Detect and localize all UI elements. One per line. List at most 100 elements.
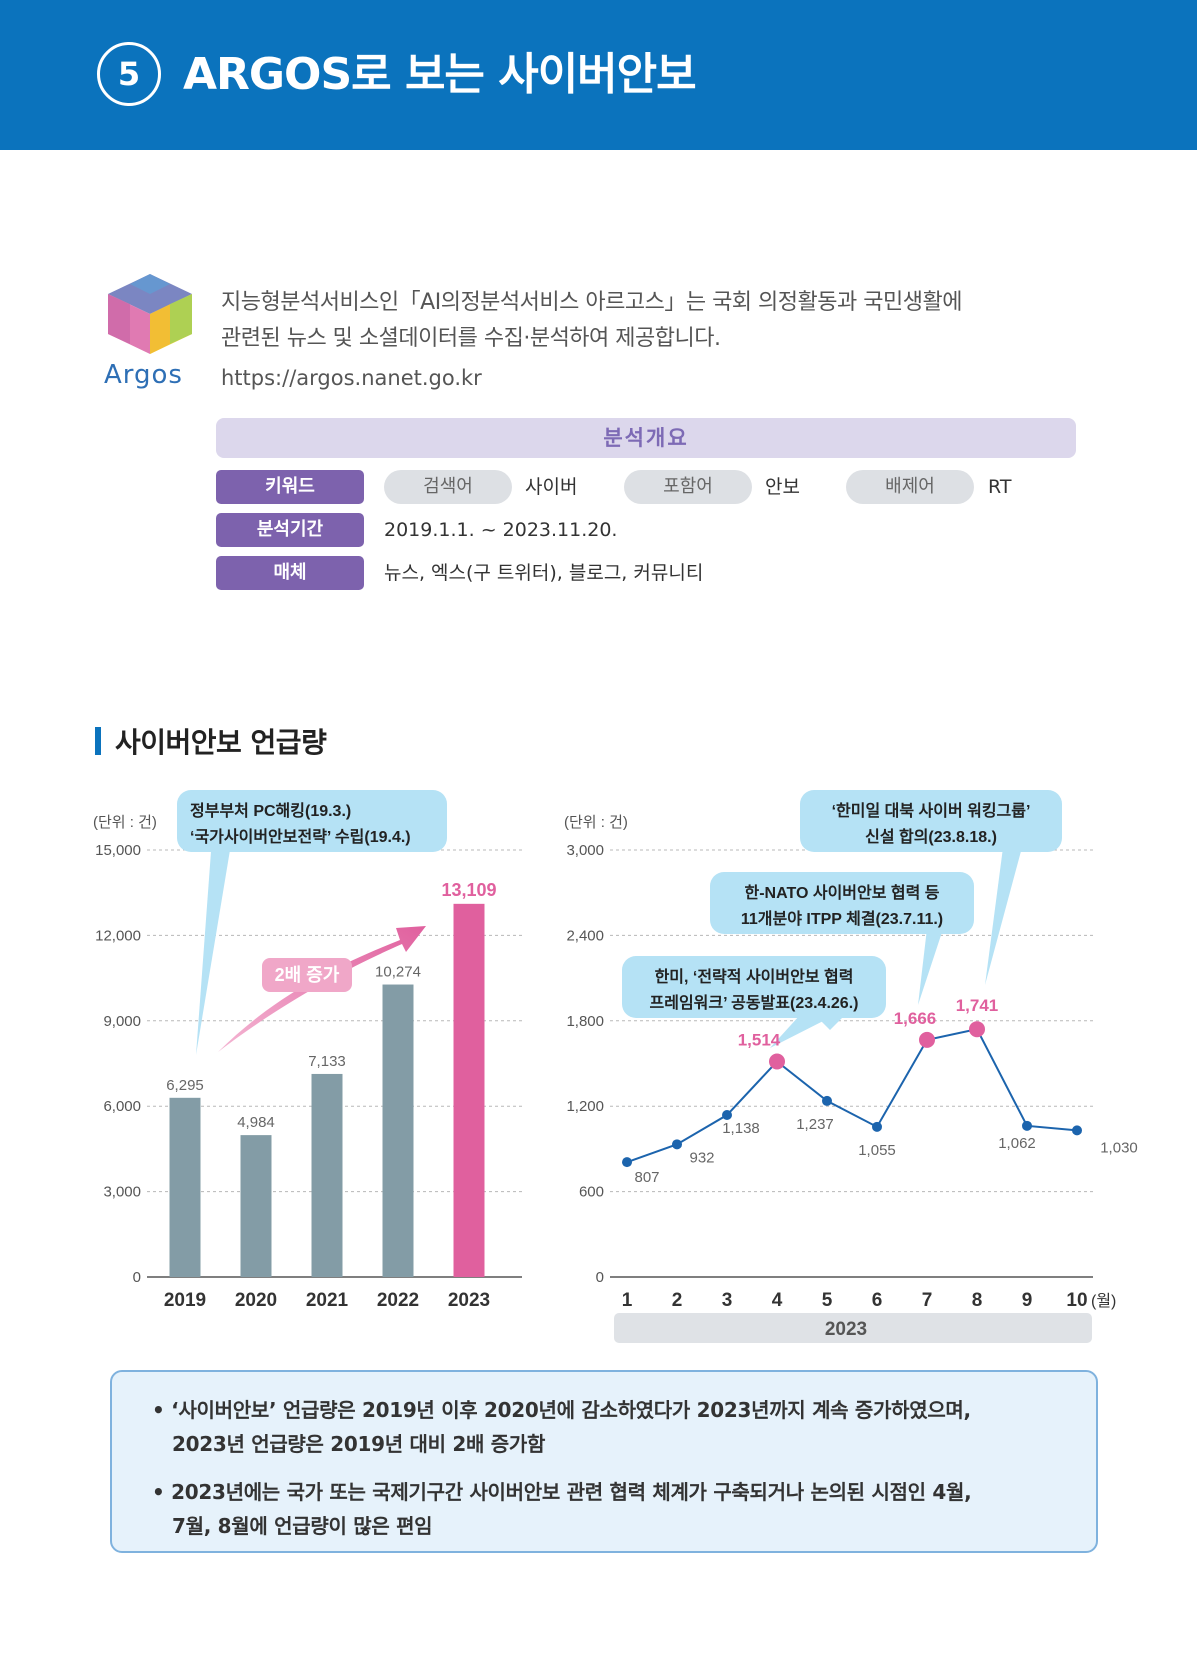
- line-y-tick-label: 2,400: [566, 927, 604, 944]
- bar-y-tick-label: 0: [133, 1269, 141, 1286]
- growth-label: 2배 증가: [275, 965, 340, 985]
- growth-arrow-icon: [218, 926, 426, 1052]
- bar-category-label: 2022: [377, 1290, 419, 1311]
- bar-category-label: 2020: [235, 1290, 277, 1311]
- line-value-label: 1,741: [956, 996, 999, 1015]
- media-tag: 매체: [216, 556, 364, 590]
- line-unit-label: (단위 : 건): [564, 814, 628, 831]
- bar-value-label: 6,295: [166, 1077, 204, 1094]
- line-point-5: [822, 1095, 832, 1106]
- media-value: 뉴스, 엑스(구 트위터), 블로그, 커뮤니티: [384, 562, 704, 584]
- bar-2019: [169, 1097, 201, 1277]
- callout-aug-box: [800, 790, 1062, 852]
- line-x-tick-label: 4: [772, 1290, 783, 1311]
- bar-chart: (단위 : 건) 0 3,000 6,000 9,000 12,000 15,000 6,29…: [93, 790, 522, 1311]
- keyword-tag: 키워드: [216, 470, 364, 504]
- bar-y-tick-label: 12,000: [95, 927, 141, 944]
- section-marker: [95, 727, 101, 755]
- logo-text: Argos: [104, 360, 183, 390]
- line-point-8: [969, 1021, 985, 1038]
- bar-y-tick-label: 9,000: [103, 1013, 141, 1030]
- line-y-tick-label: 0: [596, 1269, 604, 1286]
- line-x-tick-label: 9: [1022, 1290, 1033, 1311]
- intro-line-2: 관련된 뉴스 및 소셜데이터를 수집·분석하여 제공합니다.: [221, 326, 721, 351]
- line-value-label: 807: [634, 1169, 659, 1186]
- line-y-tick-label: 3,000: [566, 842, 604, 859]
- period-value: 2019.1.1. ~ 2023.11.20.: [384, 519, 618, 541]
- bar-2022: [382, 984, 414, 1277]
- line-value-label: 1,030: [1100, 1139, 1138, 1156]
- line-x-tick-label: 8: [972, 1290, 983, 1311]
- callout-apr-pointer: [770, 1015, 835, 1048]
- bar-y-tick-label: 6,000: [103, 1098, 141, 1115]
- bar-y-tick-label: 15,000: [95, 842, 141, 859]
- summary-bullet-2-line-2: 7월, 8월에 언급량이 많은 편임: [172, 1514, 433, 1538]
- line-y-tick-label: 600: [579, 1184, 604, 1201]
- line-value-label: 1,055: [858, 1142, 896, 1159]
- bar-value-label: 13,109: [441, 880, 496, 900]
- line-value-label: 1,237: [796, 1116, 834, 1133]
- line-x-tick-label: 10: [1066, 1290, 1087, 1311]
- callout-apr-box: [622, 956, 886, 1018]
- include-term-pill: 포함어: [624, 470, 752, 504]
- line-y-tick-label: 1,800: [566, 1013, 604, 1030]
- include-term-value: 안보: [765, 476, 800, 498]
- callout-jul-box: [710, 872, 974, 934]
- line-x-tick-label: 5: [822, 1290, 833, 1311]
- line-x-tick-label: 1: [622, 1290, 633, 1311]
- line-chart: (단위 : 건) 0 600 1,200 1,800 2,400 3,000 1 2 3 4 5 6 7 8…: [564, 790, 1138, 1343]
- section-title: 사이버안보 언급량: [115, 726, 327, 759]
- bar-value-label: 7,133: [308, 1053, 346, 1070]
- line-value-label: 1,666: [894, 1009, 937, 1028]
- callout-aug-line-1: ‘한미일 대북 사이버 워킹그룹’: [832, 801, 1031, 820]
- line-point-6: [872, 1121, 882, 1132]
- growth-label-box: [262, 958, 352, 992]
- bar-2023: [453, 903, 485, 1277]
- search-term-value: 사이버: [525, 476, 578, 498]
- callout-aug-line-2: 신설 합의(23.8.18.): [865, 828, 997, 846]
- callout-apr-line-1: 한미, ‘전략적 사이버안보 협력: [655, 967, 854, 986]
- summary-bullet-1-line-1: • ‘사이버안보’ 언급량은 2019년 이후 2020년에 감소하였다가 20…: [152, 1398, 971, 1422]
- overview-title: 분석개요: [216, 418, 1076, 458]
- bar-category-label: 2019: [164, 1290, 206, 1311]
- bar-callout-line-1: 정부부처 PC해킹(19.3.): [190, 802, 351, 820]
- line-x-unit: (월): [1091, 1292, 1116, 1310]
- summary-bullet-2-line-1: • 2023년에는 국가 또는 국제기구간 사이버안보 관련 협력 체계가 구축…: [152, 1480, 972, 1504]
- page-title: ARGOS로 보는 사이버안보: [183, 49, 697, 100]
- bar-category-label: 2021: [306, 1290, 349, 1311]
- bar-2020: [240, 1135, 272, 1277]
- bar-callout-line-2: ‘국가사이버안보전략’ 수립(19.4.): [190, 827, 411, 846]
- line-point-9: [1022, 1120, 1032, 1131]
- bar-callout-box: [177, 790, 447, 852]
- line-value-label: 1,138: [722, 1120, 760, 1137]
- line-x-tick-label: 7: [922, 1290, 933, 1311]
- bar-callout-pointer: [196, 838, 232, 1055]
- callout-apr-line-2: 프레임워크’ 공동발표(23.4.26.): [650, 994, 859, 1012]
- line-value-label: 932: [689, 1149, 714, 1166]
- line-point-1: [622, 1157, 632, 1168]
- callout-jul-pointer: [918, 920, 946, 1005]
- line-point-4: [769, 1053, 785, 1070]
- year-group-label: 2023: [825, 1319, 867, 1340]
- line-point-10: [1072, 1125, 1082, 1136]
- search-term-pill: 검색어: [384, 470, 512, 504]
- callout-jul-line-1: 한-NATO 사이버안보 협력 등: [745, 883, 940, 902]
- line-point-2: [672, 1139, 682, 1150]
- line-point-7: [919, 1031, 935, 1048]
- line-y-tick-label: 1,200: [566, 1098, 604, 1115]
- callout-aug-pointer: [985, 840, 1024, 985]
- line-value-label: 1,514: [738, 1031, 781, 1050]
- period-tag: 분석기간: [216, 513, 364, 547]
- summary-bullet-1-line-2: 2023년 언급량은 2019년 대비 2배 증가함: [172, 1432, 546, 1456]
- bar-value-label: 10,274: [375, 964, 421, 981]
- summary-box: • ‘사이버안보’ 언급량은 2019년 이후 2020년에 감소하였다가 20…: [110, 1370, 1098, 1553]
- section-number: 5: [97, 42, 161, 106]
- exclude-term-value: RT: [988, 476, 1012, 498]
- argos-logo-icon: [108, 274, 192, 354]
- exclude-term-pill: 배제어: [846, 470, 974, 504]
- line-series: [626, 1028, 1078, 1164]
- argos-url-link[interactable]: https://argos.nanet.go.kr: [221, 366, 482, 390]
- line-x-tick-label: 6: [872, 1290, 883, 1311]
- line-point-3: [722, 1110, 732, 1121]
- year-group-bar: [614, 1313, 1092, 1343]
